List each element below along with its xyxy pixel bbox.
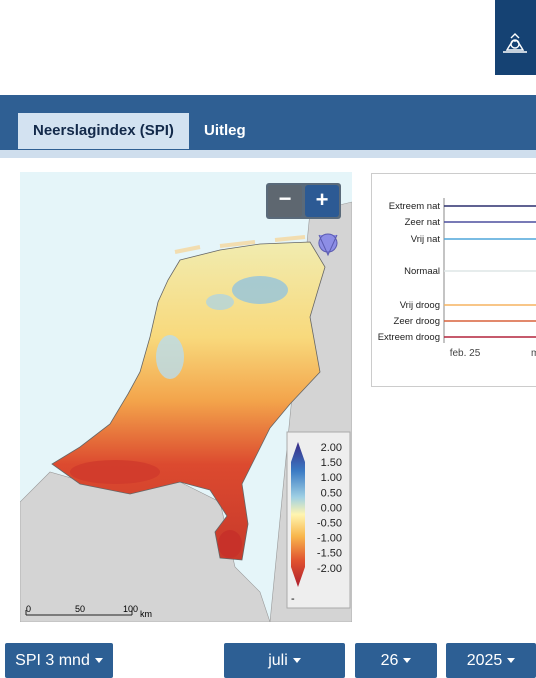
legend-tick-label: -2.00: [317, 563, 342, 575]
legend-tick-label: 1.00: [321, 472, 342, 484]
legend-tick-label: 0.50: [321, 487, 342, 499]
dropdown[interactable]: 26: [355, 643, 437, 678]
scale-label: 100: [123, 604, 138, 614]
chart-panel: [371, 173, 536, 387]
emblem: [503, 33, 527, 53]
legend-tick-label: 0.00: [321, 502, 342, 514]
islands: [174, 235, 306, 254]
wet-area: [232, 276, 288, 304]
level-label: Extreem droog: [378, 332, 440, 343]
scale-label: 0: [26, 604, 31, 614]
zoom-out-label[interactable]: −: [279, 186, 292, 211]
dry-area: [70, 460, 160, 484]
zoom-in-button[interactable]: [305, 185, 339, 217]
legend-tick-label: 2.00: [321, 442, 342, 454]
scale-unit: km: [140, 609, 152, 619]
dropdown-label[interactable]: 2025: [466, 652, 503, 669]
legend-tick-label: 1.50: [321, 457, 342, 469]
level-label: Normaal: [404, 266, 440, 277]
wet-area: [206, 294, 234, 310]
level-label: Extreem nat: [389, 201, 441, 212]
legend-tick-label: -0.50: [317, 518, 342, 530]
x-tick-label: m: [531, 348, 536, 359]
nav-strip: [0, 150, 536, 158]
dropdown-label[interactable]: SPI 3 mnd: [15, 652, 90, 669]
dry-area: [218, 530, 242, 558]
legend-tick-label: -1.50: [317, 548, 342, 560]
wet-area: [156, 335, 184, 379]
scale-bar: [25, 610, 133, 616]
scale-label: 50: [75, 604, 85, 614]
level-label: Zeer droog: [394, 316, 440, 327]
marker: [318, 233, 338, 257]
dropdown-label[interactable]: 26: [380, 652, 399, 669]
dropdown-label[interactable]: juli: [268, 652, 288, 669]
dropdown[interactable]: 2025: [446, 643, 536, 678]
zoom-out-button[interactable]: [268, 185, 302, 217]
legend-scale: [291, 442, 305, 587]
legend-missing: -: [291, 593, 295, 605]
dropdown[interactable]: juli: [224, 643, 345, 678]
level-label: Vrij nat: [411, 234, 441, 245]
level-label: Vrij droog: [400, 300, 440, 311]
dropdown[interactable]: SPI 3 mnd: [5, 643, 113, 678]
logo: [495, 0, 536, 75]
legend-tick-label: -1.00: [317, 533, 342, 545]
spi-chart: Extreem nat Zeer nat Vrij nat Normaal Vrij d…: [371, 173, 536, 387]
zoom-in-label[interactable]: +: [316, 187, 329, 212]
level-label: Zeer nat: [405, 217, 441, 228]
tab[interactable]: Uitleg: [204, 122, 246, 139]
x-tick-label: feb. 25: [450, 348, 481, 359]
tab[interactable]: Neerslagindex (SPI): [18, 113, 189, 149]
map: − + 2.00 1.50 1.00 0.50 0.00 -0.50 -1.00 -1.50 -…: [20, 172, 352, 622]
